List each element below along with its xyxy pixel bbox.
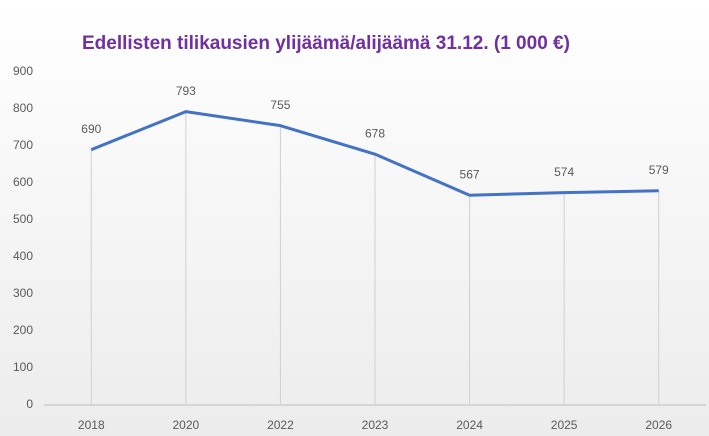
y-tick-label: 500 xyxy=(13,212,33,226)
y-tick-label: 400 xyxy=(13,249,33,263)
data-label: 755 xyxy=(270,98,290,112)
x-tick-label: 2023 xyxy=(362,418,389,432)
x-tick-label: 2022 xyxy=(267,418,294,432)
x-tick-label: 2026 xyxy=(645,418,672,432)
y-tick-label: 100 xyxy=(13,360,33,374)
y-tick-label: 800 xyxy=(13,101,33,115)
y-tick-label: 300 xyxy=(13,286,33,300)
data-label: 574 xyxy=(554,165,574,179)
x-tick-label: 2018 xyxy=(78,418,105,432)
x-tick-label: 2025 xyxy=(551,418,578,432)
data-label: 579 xyxy=(649,163,669,177)
y-tick-label: 600 xyxy=(13,175,33,189)
data-label: 678 xyxy=(365,126,385,140)
data-label: 793 xyxy=(176,84,196,98)
data-label: 690 xyxy=(81,122,101,136)
x-tick-label: 2024 xyxy=(456,418,483,432)
line xyxy=(90,110,659,197)
x-tick-label: 2020 xyxy=(173,418,200,432)
y-tick-label: 200 xyxy=(13,323,33,337)
y-tick-label: 900 xyxy=(13,64,33,78)
chart-title: Edellisten tilikausien ylijäämä/alijäämä… xyxy=(82,33,570,54)
data-label: 567 xyxy=(460,167,480,181)
y-tick-label: 700 xyxy=(13,138,33,152)
y-tick-label: 0 xyxy=(26,397,33,411)
